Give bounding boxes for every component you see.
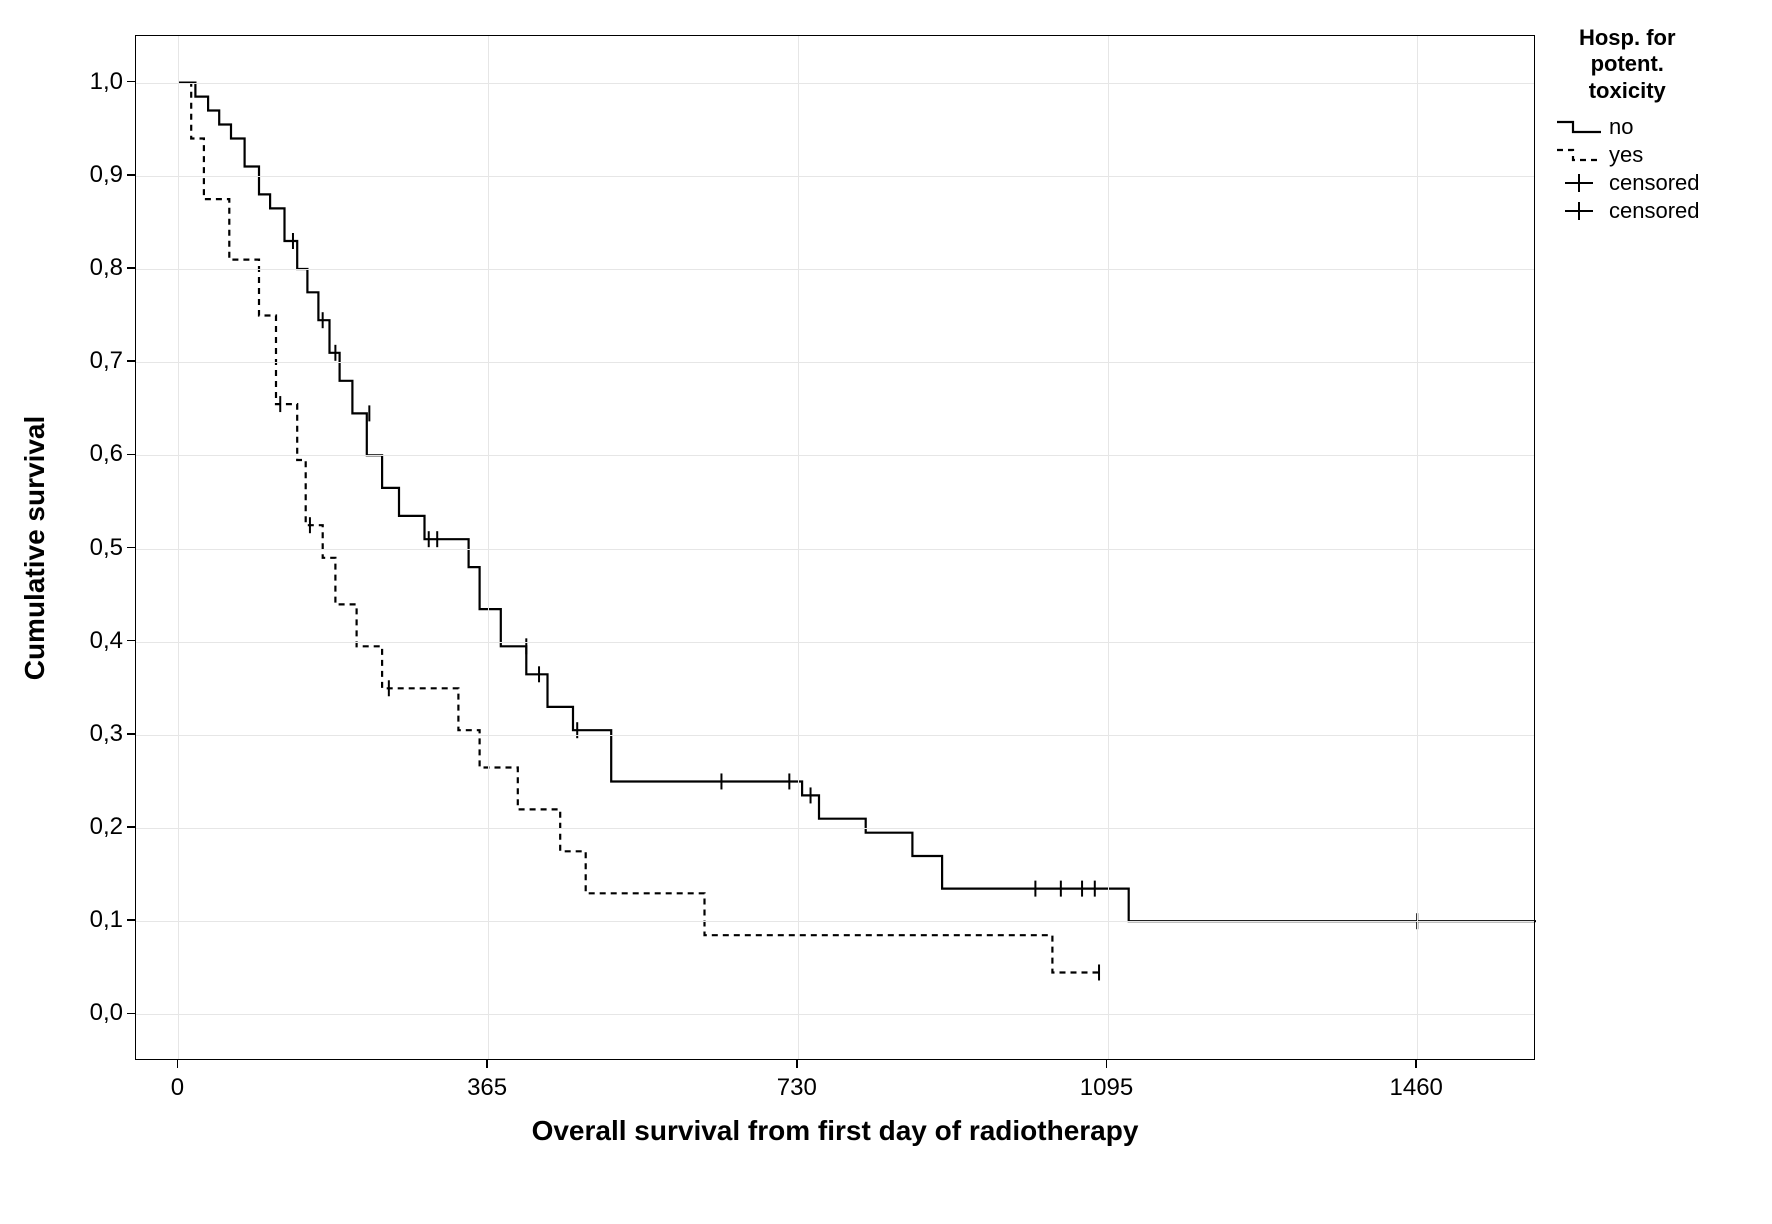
x-tick-label: 730 [777,1074,817,1102]
legend-label: no [1609,114,1633,140]
gridline-v [798,36,799,1059]
x-axis-title: Overall survival from first day of radio… [532,1115,1139,1147]
legend-row: censored [1555,198,1700,224]
legend-row: censored [1555,170,1700,196]
gridline-h [136,83,1534,84]
gridline-h [136,455,1534,456]
x-tick-label: 1095 [1080,1074,1133,1102]
tick-mark-y [127,826,135,828]
legend-title-line1: Hosp. for [1579,25,1676,50]
y-tick-label: 1,0 [83,68,123,96]
tick-mark-x [177,1060,179,1068]
legend-row: no [1555,114,1700,140]
tick-mark-y [127,640,135,642]
tick-mark-x [1415,1060,1417,1068]
legend-swatch [1555,116,1603,138]
gridline-h [136,921,1534,922]
tick-mark-y [127,733,135,735]
legend-row: yes [1555,142,1700,168]
plot-area [135,35,1535,1060]
y-tick-label: 0,4 [83,627,123,655]
y-tick-label: 0,2 [83,813,123,841]
tick-mark-y [127,547,135,549]
curve-no [178,83,1536,922]
tick-mark-x [486,1060,488,1068]
gridline-v [488,36,489,1059]
y-tick-label: 0,5 [83,534,123,562]
x-tick-label: 365 [467,1074,507,1102]
gridline-h [136,549,1534,550]
y-tick-label: 0,7 [83,347,123,375]
gridline-v [1108,36,1109,1059]
gridline-h [136,176,1534,177]
y-tick-label: 0,8 [83,254,123,282]
legend-title: Hosp. for potent. toxicity [1555,25,1700,104]
legend-label: yes [1609,142,1643,168]
y-axis-title: Cumulative survival [19,415,51,680]
y-tick-label: 0,6 [83,440,123,468]
legend-swatch [1555,172,1603,194]
gridline-v [1417,36,1418,1059]
y-tick-label: 0,0 [83,999,123,1027]
legend-swatch [1555,200,1603,222]
y-tick-label: 0,3 [83,720,123,748]
gridline-h [136,828,1534,829]
gridline-h [136,269,1534,270]
tick-mark-x [1106,1060,1108,1068]
y-tick-label: 0,1 [83,906,123,934]
tick-mark-y [127,81,135,83]
tick-mark-y [127,267,135,269]
x-tick-label: 0 [171,1074,184,1102]
tick-mark-y [127,454,135,456]
tick-mark-y [127,919,135,921]
gridline-h [136,642,1534,643]
gridline-h [136,735,1534,736]
gridline-h [136,1014,1534,1015]
legend-swatch [1555,144,1603,166]
tick-mark-y [127,1013,135,1015]
legend: Hosp. for potent. toxicity noyescensored… [1555,25,1700,226]
y-tick-label: 0,9 [83,161,123,189]
legend-label: censored [1609,198,1700,224]
legend-rows: noyescensoredcensored [1555,114,1700,224]
gridline-v [178,36,179,1059]
tick-mark-y [127,174,135,176]
legend-label: censored [1609,170,1700,196]
chart-container: Cumulative survival Overall survival fro… [0,0,1772,1224]
gridline-h [136,362,1534,363]
x-tick-label: 1460 [1390,1074,1443,1102]
tick-mark-y [127,360,135,362]
tick-mark-x [796,1060,798,1068]
curve-yes [178,83,1099,973]
legend-title-line3: toxicity [1589,78,1666,103]
legend-title-line2: potent. [1591,51,1664,76]
